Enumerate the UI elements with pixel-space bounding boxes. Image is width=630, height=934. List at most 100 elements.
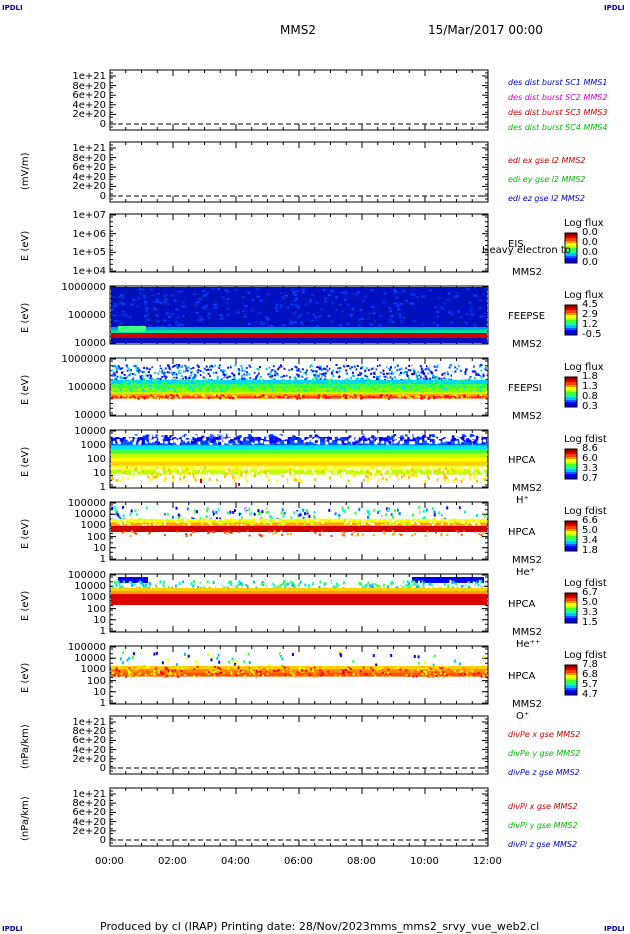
spectrogram-pixel — [119, 389, 122, 391]
spectrogram-pixel — [215, 478, 218, 482]
spectrogram-pixel — [150, 364, 153, 367]
spectrogram-pixel — [147, 532, 150, 535]
spectrogram-pixel — [138, 288, 142, 291]
spectrogram-pixel — [183, 477, 186, 481]
spectrogram-pixel — [438, 517, 441, 521]
spectrogram-pixel — [328, 382, 331, 385]
colorbar-frame — [564, 304, 578, 336]
spectrogram-pixel — [337, 367, 340, 370]
spectrogram-pixel — [296, 306, 300, 309]
spectrogram-pixel — [204, 378, 207, 381]
colorbar-cell — [565, 468, 577, 470]
spectrogram-pixel — [405, 518, 408, 521]
spectrogram-pixel — [253, 580, 255, 584]
colorbar-cell — [565, 608, 577, 610]
spectrogram-pixel — [462, 521, 465, 524]
spectrogram-pixel — [137, 434, 141, 438]
spectrogram-pixel — [136, 365, 139, 368]
spectrogram-pixel — [170, 394, 173, 397]
spectrogram-pixel — [352, 382, 355, 385]
spectrogram-pixel — [330, 289, 334, 292]
spectrogram-pixel — [360, 397, 363, 400]
spectrogram-pixel — [381, 520, 384, 522]
spectrogram-pixel — [179, 434, 183, 437]
spectrogram-pixel — [231, 394, 234, 397]
spectrogram-pixel — [195, 311, 199, 314]
spectrogram-pixel — [436, 520, 439, 523]
spectrogram-pixel — [415, 388, 418, 391]
spectrogram-pixel — [202, 477, 205, 481]
spectrogram-pixel — [360, 377, 363, 380]
spectrogram-pixel — [266, 308, 270, 311]
spectrogram-pixel — [354, 511, 357, 515]
spectrogram-pixel — [353, 476, 356, 480]
spectrogram-pixel — [356, 395, 359, 398]
spectrogram-pixel — [243, 583, 246, 587]
spectrogram-pixel — [159, 369, 162, 372]
spectrogram-pixel — [205, 369, 208, 372]
colorbar-cell — [565, 258, 577, 260]
spectrogram-pixel — [447, 381, 450, 384]
spectrogram-pixel — [474, 474, 477, 477]
spectrogram-pixel — [238, 371, 241, 374]
spectrogram-pixel — [464, 297, 468, 300]
spectrogram-pixel — [296, 312, 300, 315]
spectrogram-pixel — [297, 368, 300, 370]
spectrogram-pixel — [440, 534, 443, 537]
spectrogram-pixel — [379, 394, 382, 397]
spectrogram-pixel — [111, 396, 114, 399]
spectrogram-pixel — [183, 475, 186, 479]
spectrogram-pixel — [394, 366, 397, 369]
spectrogram-pixel — [124, 437, 127, 441]
spectrogram-pixel — [281, 508, 284, 512]
spectrogram-pixel — [460, 381, 462, 384]
spectrogram-pixel — [430, 583, 433, 587]
spectrogram-pixel — [459, 289, 463, 292]
spectrogram-pixel — [257, 384, 260, 387]
spectrogram-pixel — [471, 297, 475, 300]
spectrogram-pixel — [244, 388, 247, 391]
spectrogram-pixel — [241, 518, 244, 521]
spectrogram-pixel — [269, 375, 272, 378]
spectrogram-pixel — [323, 477, 326, 481]
spectrogram-pixel — [316, 378, 319, 381]
spectrogram-pixel — [230, 439, 233, 443]
spectrogram-pixel — [416, 377, 419, 380]
spectrogram-pixel — [293, 290, 297, 293]
spectrogram-pixel — [140, 377, 143, 380]
spectrogram-pixel — [335, 582, 338, 586]
spectrogram-pixel — [128, 374, 131, 377]
spectrogram-pixel — [238, 580, 241, 584]
spectrogram-pixel — [233, 369, 236, 372]
spectrogram-pixel — [452, 473, 455, 477]
colorbar-cell — [565, 609, 577, 611]
spectrogram-pixel — [293, 585, 295, 589]
spectrogram-pixel — [175, 308, 179, 311]
spectrogram-pixel — [460, 520, 463, 523]
spectrogram-pixel — [115, 510, 118, 514]
spectrogram-pixel — [191, 378, 194, 380]
spectrogram-pixel — [331, 585, 334, 589]
spectrogram-pixel — [450, 368, 453, 371]
spectrogram-pixel — [113, 303, 117, 306]
spectrogram-pixel — [292, 477, 295, 481]
spectrogram-pixel — [434, 387, 437, 390]
spectrogram-pixel — [246, 530, 249, 533]
spectrogram-pixel — [347, 473, 350, 477]
spectrogram-pixel — [176, 394, 178, 397]
spectrogram-pixel — [472, 321, 476, 324]
spectrogram-pixel — [396, 520, 399, 522]
spectrogram-pixel — [236, 436, 239, 440]
spectrogram-pixel — [406, 318, 409, 320]
spectrogram-pixel — [480, 369, 483, 372]
spectrogram-pixel — [231, 372, 234, 375]
spectrogram-pixel — [297, 514, 300, 518]
spectrogram-pixel — [163, 294, 167, 297]
spectrogram-pixel — [473, 476, 476, 480]
spectrogram-pixel — [433, 513, 436, 517]
spectrogram-pixel — [315, 466, 318, 470]
colorbar-cell — [565, 452, 577, 454]
colorbar-cell — [565, 242, 577, 244]
spectrogram-pixel — [420, 394, 423, 397]
spectrogram-pixel — [142, 378, 145, 381]
